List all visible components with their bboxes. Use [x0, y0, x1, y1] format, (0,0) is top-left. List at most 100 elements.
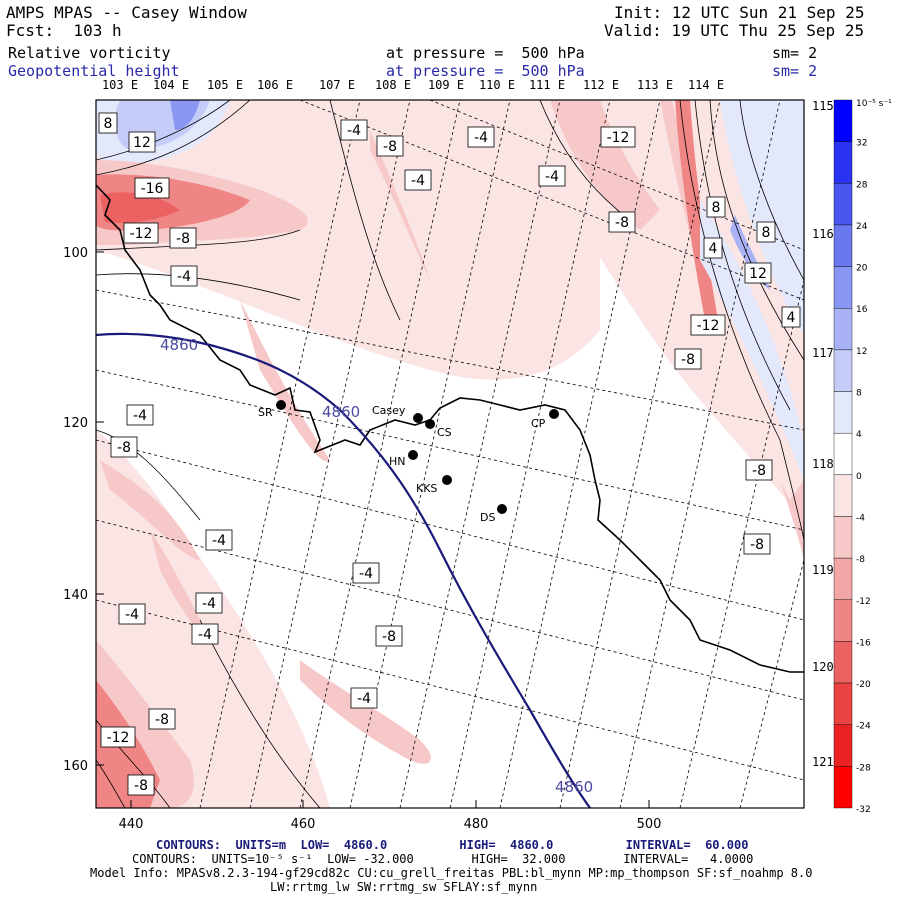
x-tick-label: 440 [119, 817, 144, 832]
height-label: 4860 [555, 778, 593, 796]
colorbar-swatch [833, 224, 853, 267]
vorticity-label: 12 [128, 131, 156, 153]
field1-sm: sm= 2 [772, 44, 818, 62]
svg-text:-8: -8 [383, 139, 397, 155]
vorticity-label: -4 [126, 404, 154, 426]
svg-text:8: 8 [104, 116, 113, 132]
colorbar-swatch [833, 183, 853, 226]
colorbar-label: -24 [856, 722, 871, 732]
top-longitude-label: 109 E [428, 78, 464, 92]
y-tick-label: 140 [63, 588, 88, 603]
vorticity-label: -12 [123, 222, 159, 244]
station-marker-casey [413, 413, 423, 423]
colorbar-label: -12 [856, 597, 871, 607]
colorbar-swatch [833, 349, 853, 392]
forecast-hour: Fcst: 103 h [6, 21, 122, 40]
field2-level: at pressure = 500 hPa [386, 62, 585, 80]
vorticity-label: -4 [467, 126, 495, 148]
station-label-cp: CP [531, 417, 546, 430]
svg-text:-8: -8 [615, 215, 629, 231]
x-tick-label: 480 [464, 817, 489, 832]
svg-text:-4: -4 [177, 269, 191, 285]
coastline [96, 184, 804, 673]
field2-sm: sm= 2 [772, 62, 818, 80]
svg-text:-4: -4 [212, 533, 226, 549]
colorbar-label: 24 [856, 222, 868, 232]
svg-text:-4: -4 [545, 169, 559, 185]
top-longitude-label: 113 E [637, 78, 673, 92]
plot-frame [95, 99, 805, 809]
svg-text:-4: -4 [198, 627, 212, 643]
colorbar-swatch [833, 391, 853, 434]
colorbar-swatch [833, 641, 853, 684]
field2-name: Geopotential height [8, 62, 180, 80]
colorbar-label: 16 [856, 305, 868, 315]
top-longitude-labels: 103 E 104 E 105 E 106 E 107 E 108 E 109 E 110 E… [102, 78, 724, 92]
colorbar-label: 0 [856, 472, 862, 482]
vorticity-label: -4 [191, 623, 219, 645]
station-marker-kks [442, 475, 452, 485]
colorbar-swatch [833, 308, 853, 351]
stations: SR Casey CS HN KKS DS CP [258, 400, 559, 524]
height-contour-4860 [96, 332, 591, 808]
top-longitude-label: 103 E [102, 78, 138, 92]
vorticity-label: -4 [404, 169, 432, 191]
svg-text:-4: -4 [347, 123, 361, 139]
svg-text:8: 8 [712, 200, 721, 216]
station-marker-cp [549, 409, 559, 419]
vorticity-label: -4 [352, 562, 380, 584]
svg-text:-8: -8 [681, 352, 695, 368]
colorbar-label: -28 [856, 763, 871, 773]
colorbar-label: 12 [856, 347, 867, 357]
vorticity-labels: 812-16-12 -8-4-4-8-4-4-4-12-8848124-12-8-… [98, 112, 801, 796]
station-label-cs: CS [437, 426, 452, 439]
top-longitude-label: 114 E [688, 78, 724, 92]
vorticity-label: -8 [375, 625, 403, 647]
svg-text:-12: -12 [607, 130, 630, 146]
svg-text:-12: -12 [130, 226, 153, 242]
station-marker-ds [497, 504, 507, 514]
colorbar-label: 28 [856, 180, 868, 190]
field1-level: at pressure = 500 hPa [386, 44, 585, 62]
colorbar-swatch [833, 557, 853, 600]
vorticity-label: -4 [350, 687, 378, 709]
station-marker-hn [408, 450, 418, 460]
colorbar-swatch [833, 266, 853, 309]
svg-text:4: 4 [709, 241, 718, 257]
svg-text:-4: -4 [202, 596, 216, 612]
vorticity-label: -8 [127, 774, 155, 796]
svg-text:-8: -8 [750, 537, 764, 553]
top-longitude-label: 106 E [257, 78, 293, 92]
station-label-ds: DS [480, 511, 495, 524]
svg-text:12: 12 [133, 135, 151, 151]
svg-text:-8: -8 [752, 463, 766, 479]
colorbar-label: -32 [856, 805, 871, 815]
y-tick-label: 160 [63, 759, 88, 774]
svg-text:12: 12 [749, 266, 767, 282]
vorticity-label: 4 [703, 237, 723, 259]
colorbar-label: -8 [856, 555, 865, 565]
colorbar-swatch [833, 724, 853, 767]
colorbar-label: 8 [856, 389, 862, 399]
height-label: 4860 [322, 403, 360, 421]
vorticity-label: -4 [340, 119, 368, 141]
height-label: 4860 [160, 336, 198, 354]
vorticity-label: -4 [205, 529, 233, 551]
x-tick-label: 500 [637, 817, 662, 832]
top-longitude-label: 108 E [375, 78, 411, 92]
colorbar-label: 4 [856, 430, 862, 440]
y-tick-label: 100 [63, 246, 88, 261]
colorbar-label: -20 [856, 680, 871, 690]
y-tick-label: 120 [63, 416, 88, 431]
svg-text:-4: -4 [411, 173, 425, 189]
svg-text:-16: -16 [141, 181, 164, 197]
vorticity-label: 4 [781, 306, 801, 328]
colorbar-swatch [833, 766, 853, 809]
top-longitude-label: 107 E [319, 78, 355, 92]
colorbar-unit: 10⁻⁵ s⁻¹ [856, 99, 892, 109]
vorticity-label: 8 [98, 112, 118, 134]
colorbar-label: -16 [856, 638, 871, 648]
station-label-casey: Casey [372, 404, 406, 417]
vorticity-label: -8 [148, 708, 176, 730]
svg-text:-12: -12 [107, 730, 130, 746]
